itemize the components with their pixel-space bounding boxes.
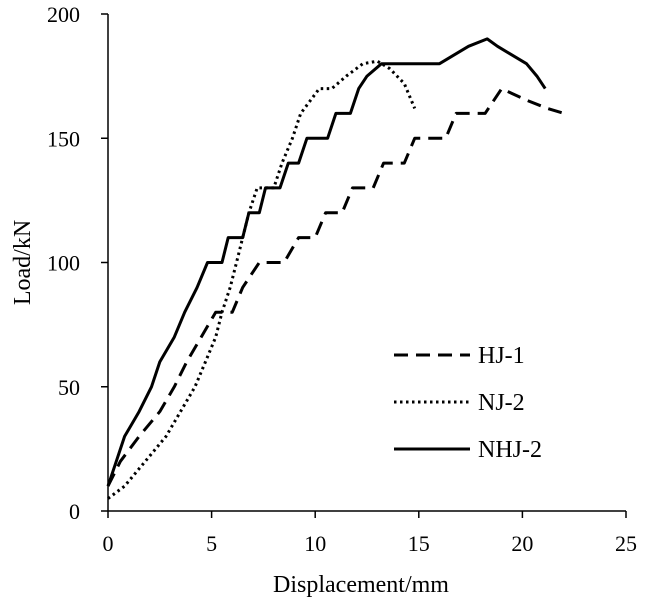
x-tick-label: 15 [408,531,430,556]
x-tick-label: 10 [304,531,326,556]
series-curves [106,37,565,500]
axes [101,13,627,518]
y-tick-label: 50 [58,375,80,400]
y-tick-label: 200 [47,2,80,27]
x-axis-title: Displacement/mm [273,572,449,598]
legend-label-hj-1: HJ-1 [478,343,525,369]
y-tick-label: 0 [69,499,80,524]
x-tick-label: 20 [511,531,533,556]
y-axis-title: Load/kN [10,220,36,305]
x-tick-label: 5 [206,531,217,556]
y-tick-label: 150 [47,126,80,151]
y-tick-label: 100 [47,251,80,276]
legend-label-nhj-2: NHJ-2 [478,437,542,463]
legend-label-nj-2: NJ-2 [478,390,525,416]
x-tick-label: 0 [103,531,114,556]
series-line-hj-1 [106,87,565,487]
x-tick-label: 25 [615,531,637,556]
tick-labels: 0 5 10 15 20 25 0 50 100 150 200 [47,2,637,556]
legend: HJ-1 NJ-2 NHJ-2 [394,343,542,463]
series-line-nj-2 [107,59,417,500]
series-line-nhj-2 [106,37,547,487]
